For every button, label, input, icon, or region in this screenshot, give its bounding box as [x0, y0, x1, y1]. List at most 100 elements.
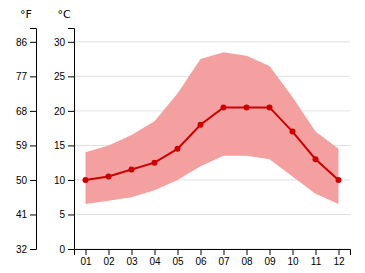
tick-label: 41: [16, 209, 28, 220]
tick-mark: [68, 111, 74, 112]
marker: [198, 122, 204, 128]
tick-label: 68: [16, 106, 28, 117]
tick: 0: [59, 244, 74, 255]
tick-label: 09: [264, 256, 276, 267]
tick-label: 02: [103, 256, 115, 267]
temperature-band: [86, 52, 339, 204]
tick: 09: [264, 249, 276, 267]
tick-mark: [30, 76, 36, 77]
axis-line: [68, 29, 75, 250]
tick-mark: [86, 249, 87, 255]
grid-line: [74, 41, 350, 42]
marker: [244, 104, 250, 110]
tick: 15: [54, 140, 74, 151]
tick-label: 30: [54, 37, 66, 48]
tick-mark: [30, 180, 36, 181]
tick-mark: [68, 249, 74, 250]
tick-label: 10: [287, 256, 299, 267]
marker: [152, 160, 158, 166]
tick-label: 11: [311, 256, 322, 267]
tick-mark: [247, 249, 248, 255]
axis-title: °C: [57, 8, 71, 21]
tick-label: 5: [59, 209, 65, 220]
tick-mark: [30, 214, 36, 215]
marker: [129, 167, 135, 173]
plot-area: [83, 52, 342, 204]
y-axis: 0 5 10 15 20 25 30: [54, 29, 75, 255]
tick-mark: [68, 145, 74, 146]
grid: [74, 42, 350, 249]
tick-mark: [30, 42, 36, 43]
tick-label: 0: [59, 244, 65, 255]
marker: [175, 146, 181, 152]
tick-mark: [224, 249, 225, 255]
tick: 50: [16, 175, 36, 186]
tick-label: 15: [54, 140, 66, 151]
tick: 59: [16, 140, 36, 151]
marker: [106, 173, 112, 179]
tick-label: 20: [54, 106, 66, 117]
tick: 07: [218, 249, 230, 267]
tick-mark: [30, 111, 36, 112]
marker: [221, 104, 227, 110]
chart: 0102030405060708091011120510152025303241…: [0, 0, 365, 273]
axis-title: °F: [20, 8, 32, 21]
tick: 20: [54, 106, 74, 117]
tick-label: 03: [126, 256, 138, 267]
tick-label: 59: [16, 140, 28, 151]
tick-label: 12: [333, 256, 345, 267]
tick: 12: [333, 249, 345, 267]
tick-label: 01: [80, 256, 92, 267]
tick: 32: [16, 244, 36, 255]
tick: 06: [195, 249, 207, 267]
tick-label: 77: [16, 71, 28, 82]
y2-axis: 32 41 50 59 68 77 86: [16, 29, 37, 255]
tick-mark: [316, 249, 317, 255]
marker: [267, 104, 273, 110]
tick: 30: [54, 37, 74, 48]
marker: [290, 129, 296, 135]
tick: 02: [103, 249, 115, 267]
tick-label: 04: [149, 256, 161, 267]
tick-mark: [30, 145, 36, 146]
tick-label: 05: [172, 256, 184, 267]
tick-mark: [68, 42, 74, 43]
tick: 08: [241, 249, 253, 267]
tick: 41: [16, 209, 36, 220]
marker: [336, 177, 342, 183]
axis-line: [75, 250, 351, 256]
tick: 86: [16, 37, 36, 48]
tick: 03: [126, 249, 138, 267]
tick: 05: [172, 249, 184, 267]
tick: 25: [54, 71, 74, 82]
axis-line: [30, 29, 37, 250]
tick-label: 32: [16, 244, 28, 255]
tick-mark: [68, 76, 74, 77]
tick-mark: [109, 249, 110, 255]
tick-label: 06: [195, 256, 207, 267]
tick: 68: [16, 106, 36, 117]
marker: [313, 156, 319, 162]
tick-label: 10: [54, 175, 66, 186]
tick-label: 86: [16, 37, 28, 48]
tick-mark: [270, 249, 271, 255]
tick-mark: [68, 180, 74, 181]
mean-line: [86, 107, 339, 180]
tick-mark: [68, 214, 74, 215]
tick-mark: [178, 249, 179, 255]
marker: [83, 177, 89, 183]
tick-mark: [201, 249, 202, 255]
tick: 04: [149, 249, 161, 267]
grid-line: [74, 214, 350, 215]
tick-mark: [30, 249, 36, 250]
tick-mark: [339, 249, 340, 255]
tick-label: 07: [218, 256, 230, 267]
tick-mark: [132, 249, 133, 255]
x-axis: 01 02 03 04 05 06 07 08 09 10 11 12: [75, 249, 351, 267]
tick-mark: [155, 249, 156, 255]
tick-label: 08: [241, 256, 253, 267]
tick-label: 25: [54, 71, 66, 82]
tick: 10: [287, 249, 299, 267]
tick: 77: [16, 71, 36, 82]
tick: 01: [80, 249, 92, 267]
